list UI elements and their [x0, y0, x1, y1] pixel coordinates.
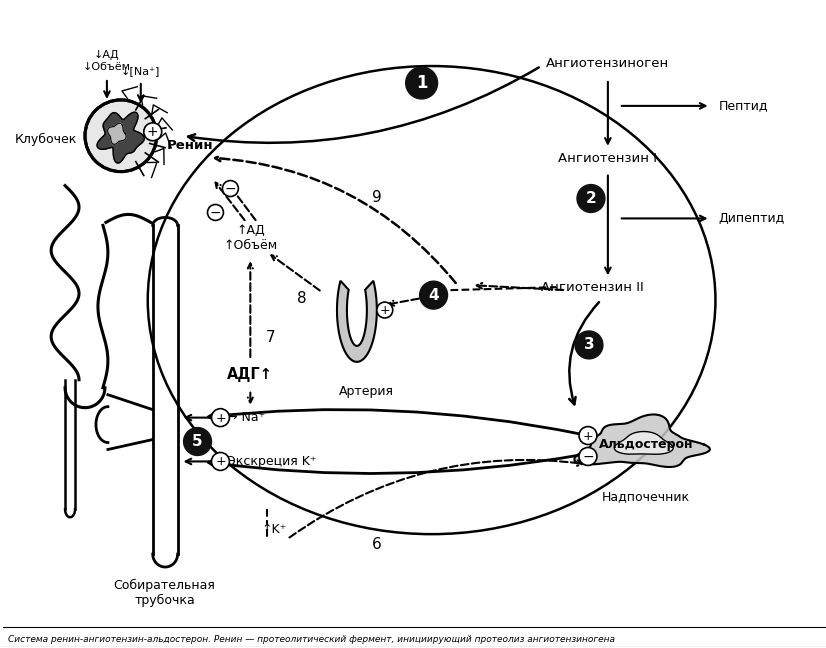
- Text: +: +: [215, 411, 225, 424]
- Circle shape: [144, 123, 162, 141]
- Text: −: −: [225, 182, 236, 196]
- Circle shape: [579, 448, 597, 465]
- Circle shape: [577, 185, 605, 213]
- Text: 4: 4: [428, 288, 439, 303]
- Circle shape: [420, 281, 448, 309]
- Text: 6: 6: [372, 537, 382, 551]
- Text: 5: 5: [192, 434, 203, 449]
- Text: ↓[Na⁺]: ↓[Na⁺]: [121, 66, 160, 76]
- Text: ↑K⁺: ↑K⁺: [262, 523, 287, 536]
- Circle shape: [207, 205, 224, 220]
- Text: Надпочечник: Надпочечник: [601, 491, 690, 503]
- Text: ↑АД
↑Объём: ↑АД ↑Объём: [223, 224, 278, 252]
- Text: Дипептид: Дипептид: [719, 212, 785, 225]
- Text: Ангиотензиноген: Ангиотензиноген: [546, 56, 670, 69]
- Text: Ангиотензин I: Ангиотензин I: [558, 152, 657, 165]
- Text: Альдостерон: Альдостерон: [599, 438, 693, 451]
- Text: 2: 2: [586, 191, 596, 206]
- Text: Клубочек: Клубочек: [15, 133, 77, 146]
- Text: −: −: [582, 450, 594, 464]
- Text: Экскреция K⁺: Экскреция K⁺: [227, 455, 317, 468]
- Circle shape: [575, 331, 603, 359]
- Circle shape: [183, 428, 211, 456]
- Text: +: +: [379, 304, 390, 317]
- Text: −: −: [210, 206, 221, 220]
- Polygon shape: [97, 112, 145, 163]
- Text: Ренин: Ренин: [167, 139, 213, 152]
- Circle shape: [211, 409, 230, 426]
- Text: Собирательная
трубочка: Собирательная трубочка: [114, 579, 216, 607]
- Text: Пептид: Пептид: [719, 99, 768, 112]
- Polygon shape: [615, 432, 673, 454]
- Text: +: +: [147, 125, 159, 139]
- Circle shape: [377, 302, 392, 318]
- Circle shape: [211, 452, 230, 470]
- Circle shape: [85, 100, 157, 172]
- Text: +: +: [215, 456, 225, 469]
- Polygon shape: [107, 123, 126, 145]
- Circle shape: [579, 426, 597, 445]
- Polygon shape: [337, 281, 377, 362]
- Text: 7: 7: [265, 330, 275, 345]
- Text: 9: 9: [372, 190, 382, 205]
- Text: Ангиотензин II: Ангиотензин II: [540, 281, 643, 294]
- Text: Артерия: Артерия: [339, 385, 394, 398]
- Text: Система ренин-ангиотензин-альдостерон. Ренин — протеолитический фермент, инициир: Система ренин-ангиотензин-альдостерон. Р…: [8, 634, 615, 643]
- Text: 8: 8: [297, 290, 307, 306]
- Circle shape: [222, 181, 239, 196]
- Text: 1: 1: [415, 74, 427, 92]
- Text: 3: 3: [584, 338, 594, 353]
- Text: АДГ↑: АДГ↑: [227, 367, 273, 382]
- Polygon shape: [574, 415, 710, 467]
- Text: → Na⁺: → Na⁺: [227, 411, 266, 424]
- Circle shape: [406, 67, 438, 99]
- Text: +: +: [582, 430, 593, 443]
- Text: ↓АД
↓Объём: ↓АД ↓Объём: [83, 51, 131, 72]
